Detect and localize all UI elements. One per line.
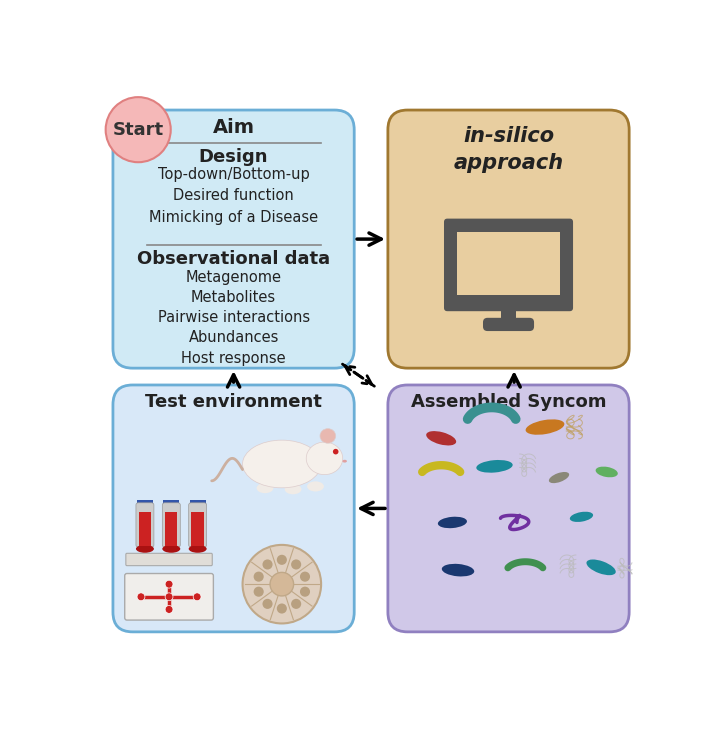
- Circle shape: [291, 559, 301, 569]
- Circle shape: [165, 580, 173, 588]
- Circle shape: [165, 593, 173, 601]
- Text: in-silico
approach: in-silico approach: [453, 126, 563, 173]
- FancyBboxPatch shape: [444, 219, 573, 311]
- Circle shape: [193, 593, 201, 601]
- Ellipse shape: [426, 431, 456, 445]
- Ellipse shape: [306, 442, 342, 475]
- Text: Metabolites: Metabolites: [191, 290, 276, 305]
- FancyBboxPatch shape: [113, 385, 354, 632]
- Ellipse shape: [570, 512, 593, 522]
- Bar: [139, 512, 151, 546]
- Circle shape: [263, 559, 272, 569]
- FancyBboxPatch shape: [162, 503, 180, 547]
- Ellipse shape: [442, 564, 474, 577]
- Circle shape: [253, 572, 264, 582]
- Ellipse shape: [162, 545, 180, 553]
- Ellipse shape: [320, 429, 336, 443]
- Ellipse shape: [549, 472, 569, 483]
- Text: Observational data: Observational data: [137, 250, 330, 268]
- Circle shape: [291, 599, 301, 609]
- Text: Host response: Host response: [181, 351, 286, 365]
- Ellipse shape: [307, 481, 324, 491]
- FancyBboxPatch shape: [483, 318, 534, 331]
- Circle shape: [137, 593, 145, 601]
- Bar: [164, 500, 179, 507]
- Circle shape: [243, 545, 321, 623]
- Text: Assembled Syncom: Assembled Syncom: [411, 393, 606, 411]
- Circle shape: [106, 97, 171, 163]
- Ellipse shape: [526, 419, 565, 434]
- Text: Desired function: Desired function: [173, 188, 294, 203]
- Text: Metagenome: Metagenome: [185, 270, 282, 285]
- FancyBboxPatch shape: [388, 385, 629, 632]
- Ellipse shape: [342, 460, 347, 463]
- Circle shape: [277, 604, 287, 614]
- Circle shape: [165, 606, 173, 613]
- Bar: [501, 308, 516, 321]
- Circle shape: [253, 587, 264, 597]
- FancyBboxPatch shape: [388, 110, 629, 368]
- FancyBboxPatch shape: [136, 503, 154, 547]
- Text: Test environment: Test environment: [145, 393, 322, 411]
- Ellipse shape: [256, 483, 274, 493]
- Ellipse shape: [596, 467, 618, 477]
- Circle shape: [263, 599, 272, 609]
- Text: Pairwise interactions: Pairwise interactions: [158, 310, 310, 325]
- Bar: [190, 500, 206, 507]
- Text: Mimicking of a Disease: Mimicking of a Disease: [149, 210, 318, 225]
- Bar: [137, 500, 153, 507]
- Circle shape: [270, 572, 294, 596]
- Text: Design: Design: [199, 147, 269, 165]
- FancyBboxPatch shape: [189, 503, 206, 547]
- Ellipse shape: [243, 440, 321, 488]
- Circle shape: [300, 587, 310, 597]
- Circle shape: [333, 449, 339, 454]
- Bar: [191, 512, 204, 546]
- Text: Top-down/Bottom-up: Top-down/Bottom-up: [158, 167, 309, 182]
- Circle shape: [300, 572, 310, 582]
- FancyBboxPatch shape: [125, 574, 214, 620]
- Ellipse shape: [586, 559, 615, 575]
- Ellipse shape: [189, 545, 206, 553]
- Ellipse shape: [438, 517, 467, 529]
- Ellipse shape: [136, 545, 154, 553]
- Text: Abundances: Abundances: [188, 330, 279, 346]
- Circle shape: [277, 555, 287, 565]
- FancyBboxPatch shape: [126, 553, 212, 566]
- Bar: [457, 232, 560, 295]
- Bar: [165, 512, 177, 546]
- Text: Aim: Aim: [213, 119, 255, 138]
- Ellipse shape: [476, 460, 513, 472]
- Ellipse shape: [285, 484, 301, 494]
- FancyBboxPatch shape: [113, 110, 354, 368]
- Text: Start: Start: [113, 121, 164, 139]
